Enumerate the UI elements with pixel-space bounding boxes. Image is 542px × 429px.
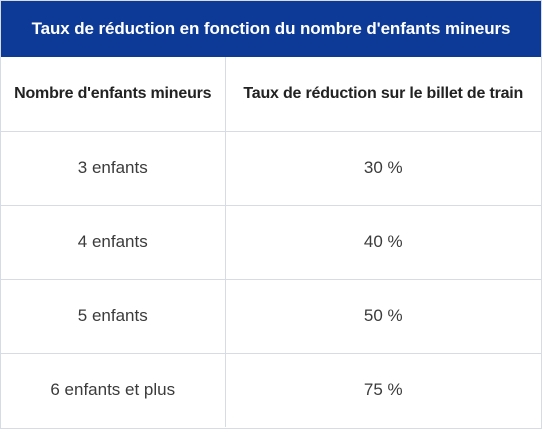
cell-rate: 30 % [225,131,541,206]
column-header-rate: Taux de réduction sur le billet de train [225,57,541,132]
table-title: Taux de réduction en fonction du nombre … [1,1,541,57]
cell-rate: 50 % [225,279,541,354]
table-row: 3 enfants 30 % [1,131,541,206]
cell-children: 4 enfants [1,205,226,280]
cell-rate: 75 % [363,380,403,400]
header-row: Nombre d'enfants mineurs Taux de réducti… [1,57,541,132]
table-row: 5 enfants 50 % [1,279,541,354]
cell-children: 5 enfants [1,279,226,354]
column-header-children: Nombre d'enfants mineurs [1,57,226,132]
reduction-table-grid: Nombre d'enfants mineurs Taux de réducti… [1,57,541,427]
table-row: 4 enfants 40 % [1,205,541,280]
cell-rate: 40 % [225,205,541,280]
cell-children: 3 enfants [1,131,226,206]
table-row: 6 enfants et plus 75 % [1,353,541,427]
cell-children: 6 enfants et plus [1,353,226,427]
